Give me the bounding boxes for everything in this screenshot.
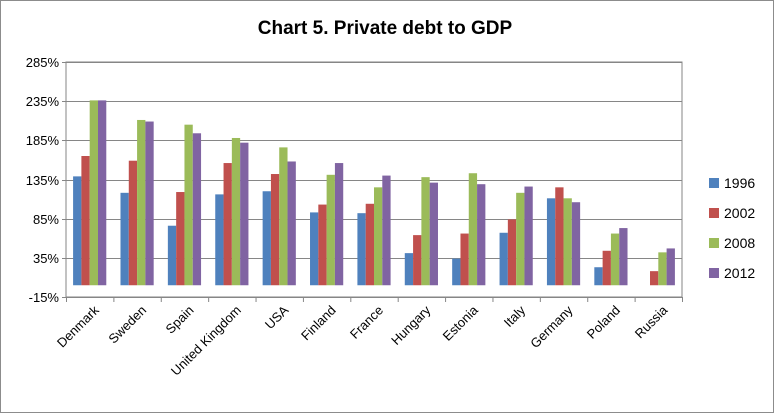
x-tick-label: USA <box>262 302 292 332</box>
bar-2012-usa <box>287 161 296 286</box>
y-tick-label: 235% <box>26 94 60 109</box>
bar-2002-estonia <box>460 233 469 286</box>
bar-2012-hungary <box>429 182 438 286</box>
bar-2008-denmark <box>89 100 98 286</box>
legend-swatch-2008 <box>709 238 719 248</box>
bar-2002-russia <box>650 271 659 286</box>
legend-label: 1996 <box>724 175 755 191</box>
bar-2008-germany <box>563 198 572 286</box>
bar-1996-spain <box>167 225 177 286</box>
x-tick-label: Poland <box>584 303 623 342</box>
legend-label: 2002 <box>724 205 755 221</box>
bar-2002-germany <box>555 187 564 286</box>
bar-2008-estonia <box>468 173 478 286</box>
y-tick-label: 285% <box>26 55 60 70</box>
x-tick-label: Russia <box>632 302 671 341</box>
bar-2008-poland <box>610 233 620 286</box>
bar-1996-finland <box>310 212 319 286</box>
y-tick-label: -15% <box>29 290 60 305</box>
y-tick-label: 35% <box>33 251 59 266</box>
x-tick-label: France <box>347 303 386 342</box>
bar-2002-spain <box>176 192 185 286</box>
x-tick-label: Denmark <box>54 302 102 350</box>
x-tick-label: Germany <box>527 302 576 351</box>
bar-2008-spain <box>184 124 193 286</box>
bar-2002-usa <box>270 174 280 286</box>
bar-2008-finland <box>326 174 335 286</box>
legend-swatch-1996 <box>709 178 719 188</box>
bar-1996-poland <box>594 267 603 286</box>
x-tick-label: Estonia <box>440 302 482 344</box>
bar-2012-germany <box>571 202 581 286</box>
bar-1996-united-kingdom <box>215 194 224 286</box>
x-tick-label: Sweden <box>105 303 149 347</box>
bar-2002-france <box>365 203 374 286</box>
bar-2012-sweden <box>145 121 154 286</box>
bar-2008-france <box>374 187 383 286</box>
x-tick-label: Spain <box>162 303 196 337</box>
bar-2012-poland <box>619 228 628 286</box>
bar-1996-sweden <box>120 192 129 286</box>
bar-2012-united-kingdom <box>240 142 249 286</box>
bar-1996-denmark <box>73 176 82 286</box>
bars <box>73 100 675 286</box>
bar-2012-denmark <box>97 100 107 286</box>
bar-2008-italy <box>516 192 525 286</box>
bar-2002-united-kingdom <box>223 163 232 286</box>
legend: 1996 2002 2008 2012 <box>709 175 755 281</box>
bar-1996-estonia <box>452 258 461 286</box>
y-tick-label: 85% <box>33 212 59 227</box>
x-tick-label: Finland <box>298 303 339 344</box>
bar-1996-france <box>357 213 366 286</box>
bar-2002-denmark <box>81 156 90 286</box>
bar-2012-spain <box>192 133 202 286</box>
bar-2002-italy <box>507 219 517 286</box>
bar-2008-sweden <box>137 119 146 286</box>
bar-2002-finland <box>318 204 327 286</box>
legend-swatch-2002 <box>709 208 719 218</box>
x-tick-label: Italy <box>501 302 529 330</box>
bar-2012-russia <box>666 248 675 286</box>
bar-2002-hungary <box>413 235 422 286</box>
chart-title: Chart 5. Private debt to GDP <box>258 18 513 39</box>
bar-2002-sweden <box>128 160 138 286</box>
bar-1996-usa <box>262 191 271 286</box>
bar-2012-italy <box>524 186 533 286</box>
x-tick-label: Hungary <box>388 302 434 348</box>
bar-2012-france <box>382 175 391 286</box>
legend-label: 2012 <box>724 265 755 281</box>
bar-2008-usa <box>279 147 288 286</box>
bar-2008-hungary <box>421 177 430 286</box>
bar-1996-germany <box>546 198 556 286</box>
bar-1996-italy <box>499 232 508 286</box>
y-tick-label: 185% <box>26 133 60 148</box>
bar-2012-finland <box>334 163 344 286</box>
bar-2012-estonia <box>477 184 486 286</box>
y-tick-label: 135% <box>26 173 60 188</box>
bar-2002-poland <box>602 250 611 286</box>
legend-label: 2008 <box>724 235 755 251</box>
bar-2008-united-kingdom <box>231 137 241 286</box>
bar-1996-hungary <box>404 253 414 286</box>
bar-2008-russia <box>658 252 667 286</box>
legend-swatch-2012 <box>709 268 719 278</box>
